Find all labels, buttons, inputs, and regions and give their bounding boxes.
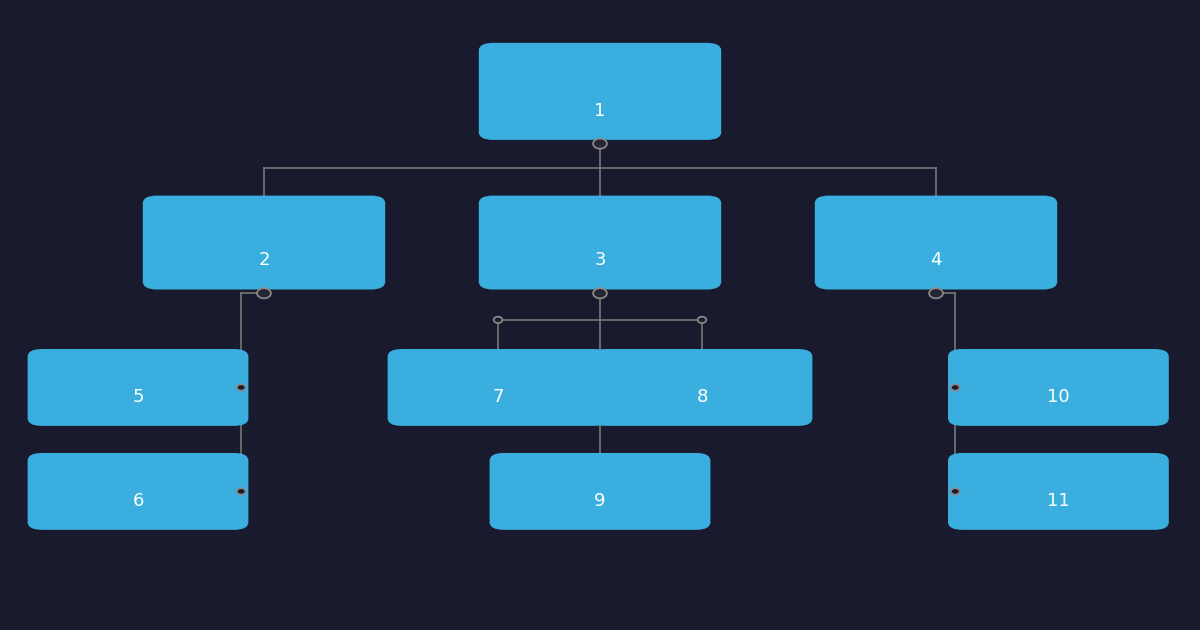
FancyBboxPatch shape — [948, 453, 1169, 530]
Ellipse shape — [697, 317, 707, 323]
FancyBboxPatch shape — [490, 453, 710, 530]
Text: 4: 4 — [930, 251, 942, 270]
Text: 3: 3 — [594, 251, 606, 270]
Ellipse shape — [593, 139, 607, 149]
FancyBboxPatch shape — [143, 195, 385, 290]
Text: 5: 5 — [132, 387, 144, 406]
Ellipse shape — [950, 384, 960, 391]
FancyBboxPatch shape — [479, 43, 721, 140]
Text: 2: 2 — [258, 251, 270, 270]
FancyBboxPatch shape — [815, 195, 1057, 290]
Ellipse shape — [257, 288, 271, 299]
Text: 11: 11 — [1048, 491, 1069, 510]
Text: 7: 7 — [492, 387, 504, 406]
Text: 6: 6 — [132, 491, 144, 510]
Text: 1: 1 — [594, 101, 606, 120]
Ellipse shape — [593, 288, 607, 299]
Ellipse shape — [950, 488, 960, 495]
FancyBboxPatch shape — [948, 349, 1169, 426]
FancyBboxPatch shape — [479, 195, 721, 290]
FancyBboxPatch shape — [28, 349, 248, 426]
FancyBboxPatch shape — [28, 453, 248, 530]
Text: 10: 10 — [1048, 387, 1069, 406]
Ellipse shape — [493, 317, 503, 323]
Ellipse shape — [236, 384, 246, 391]
FancyBboxPatch shape — [592, 349, 812, 426]
Text: 9: 9 — [594, 491, 606, 510]
Ellipse shape — [929, 288, 943, 299]
FancyBboxPatch shape — [388, 349, 608, 426]
Text: 8: 8 — [696, 387, 708, 406]
Ellipse shape — [236, 488, 246, 495]
